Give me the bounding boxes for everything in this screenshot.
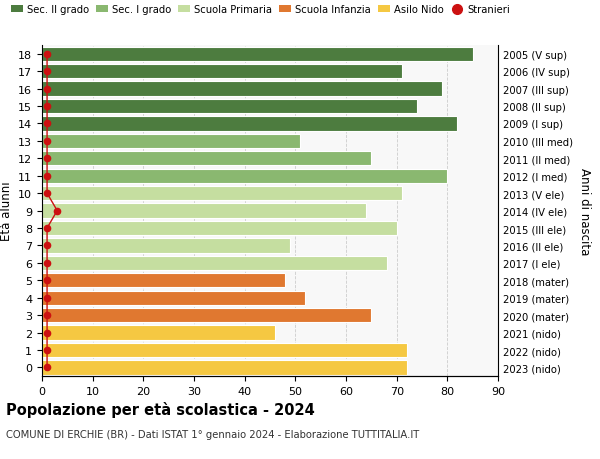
Legend: Sec. II grado, Sec. I grado, Scuola Primaria, Scuola Infanzia, Asilo Nido, Stran: Sec. II grado, Sec. I grado, Scuola Prim… <box>11 5 509 15</box>
Bar <box>42 343 407 358</box>
Bar <box>42 65 402 79</box>
Bar <box>42 239 290 253</box>
Bar <box>42 100 417 114</box>
Bar <box>42 47 473 62</box>
Text: COMUNE DI ERCHIE (BR) - Dati ISTAT 1° gennaio 2024 - Elaborazione TUTTITALIA.IT: COMUNE DI ERCHIE (BR) - Dati ISTAT 1° ge… <box>6 429 419 439</box>
Bar <box>42 82 442 96</box>
Bar <box>42 256 386 270</box>
Bar <box>42 152 371 166</box>
Bar <box>42 117 457 131</box>
Bar <box>42 221 397 235</box>
Y-axis label: Età alunni: Età alunni <box>0 181 13 241</box>
Bar <box>42 326 275 340</box>
Bar <box>42 361 407 375</box>
Bar <box>42 291 305 305</box>
Bar <box>42 204 366 218</box>
Bar <box>42 134 301 149</box>
Bar <box>42 187 402 201</box>
Bar <box>42 274 285 288</box>
Y-axis label: Anni di nascita: Anni di nascita <box>578 168 591 255</box>
Bar <box>42 308 371 323</box>
Text: Popolazione per età scolastica - 2024: Popolazione per età scolastica - 2024 <box>6 402 315 418</box>
Bar <box>42 169 448 184</box>
